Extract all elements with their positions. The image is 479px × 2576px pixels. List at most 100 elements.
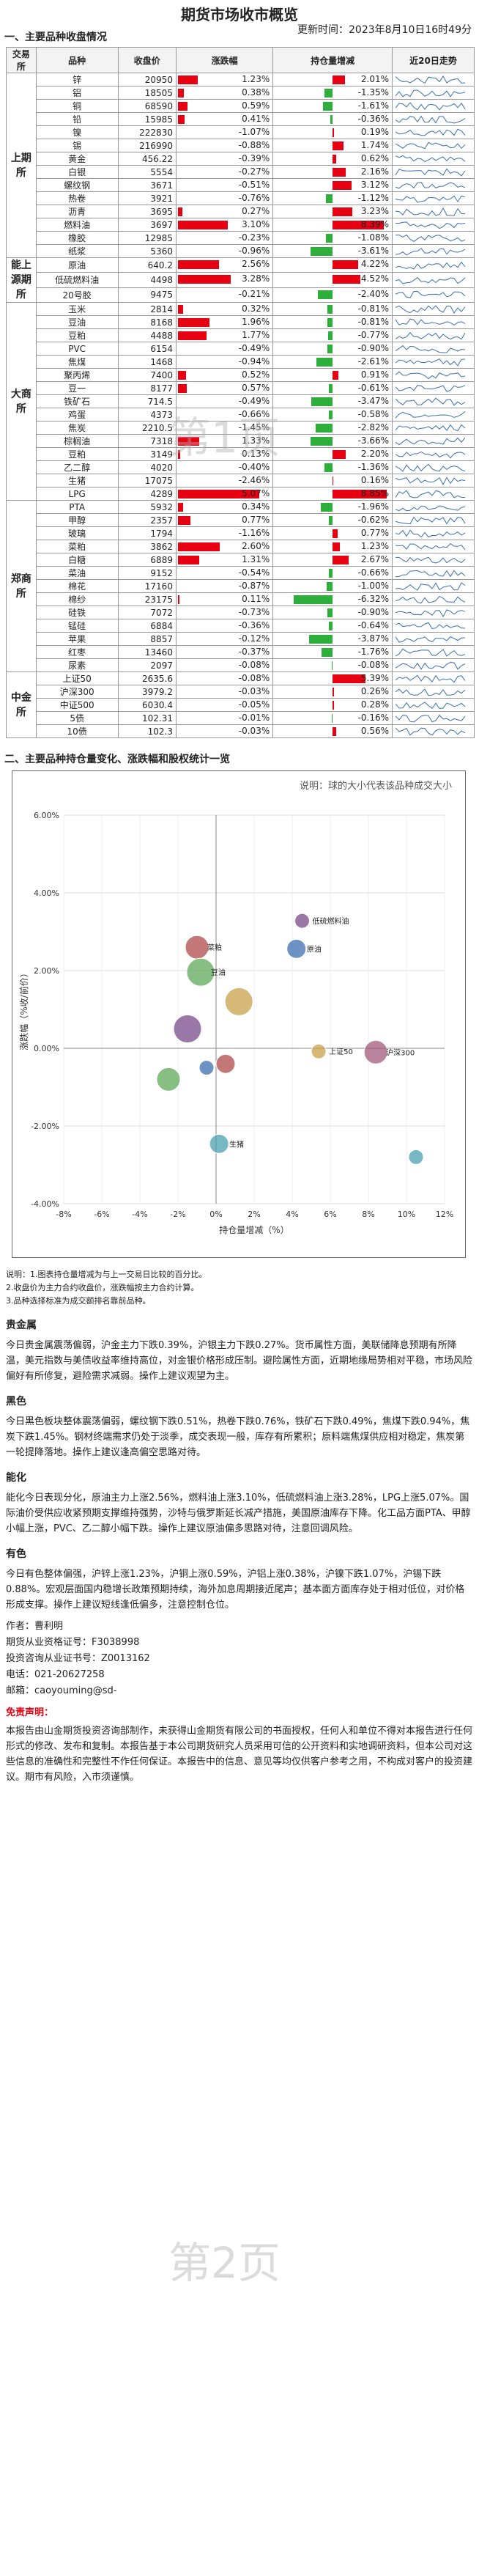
oi-value: -0.16% [357,713,390,723]
table-row: PVC 6154 -0.49% -0.90% [7,342,475,356]
trend-sparkline [392,139,475,152]
product-name: PVC [35,342,119,356]
table-row: LPG 4289 5.07% 8.85% [7,487,475,501]
trend-sparkline [392,513,475,527]
trend-sparkline [392,724,475,738]
point-label: 低硫燃料油 [313,916,349,926]
oi-value: -3.87% [357,633,390,644]
sparkline-path [396,622,466,629]
close-price: 2635.6 [117,671,177,685]
sparkline-path [396,89,466,97]
trend-sparkline [392,500,475,514]
trend-sparkline [392,553,475,567]
info-line: 电话：021-20627258 [6,1669,105,1680]
trend-sparkline [392,272,475,288]
product-name: 尿素 [35,658,119,672]
sparkline-path [396,234,466,242]
point-label: 原油 [307,944,322,954]
close-price: 7400 [117,368,177,382]
x-tick-label: -8% [56,1210,71,1219]
product-name: 白糖 [35,553,119,567]
table-row: 10债 102.3 -0.03% 0.56% [7,724,475,738]
oi-value: -0.90% [357,343,390,353]
oi-value: 1.74% [360,140,390,150]
table-row: 低硫燃料油 4498 3.28% 4.52% [7,272,475,288]
table-row: 硅铁 7072 -0.73% -0.90% [7,606,475,619]
oi-bar [311,397,333,406]
sparkline-path [396,221,466,229]
oi-cell: -1.36% [272,460,393,474]
sparkline-path [396,247,466,256]
oi-cell: -0.81% [272,302,393,316]
change-value: 3.28% [242,273,270,284]
close-price: 3921 [117,191,177,205]
close-price: 8177 [117,381,177,395]
table-row: 菜粕 3862 2.60% 1.23% [7,540,475,553]
table-row: 白银 5554 -0.27% 2.16% [7,165,475,179]
y-tick-label: -2.00% [31,1122,59,1131]
change-cell: 5.07% [175,487,274,501]
oi-cell: 2.20% [272,447,393,461]
y-tick-label: 0.00% [34,1044,59,1053]
oi-bar [310,437,333,446]
product-name: 豆粕 [35,328,119,342]
product-name: 聚丙烯 [35,368,119,382]
change-bar [177,450,180,459]
change-value: -0.73% [238,607,270,617]
scatter-point [224,987,253,1016]
change-cell: -2.46% [175,474,274,487]
sparkline-path [396,424,466,431]
close-price: 4373 [117,408,177,422]
close-price: 6030.4 [117,698,177,712]
oi-value: -0.36% [357,114,390,124]
change-value: 2.60% [242,541,270,551]
product-name: 红枣 [35,645,119,659]
close-price: 17075 [117,474,177,487]
close-price: 8857 [117,632,177,646]
x-tick-label: 12% [436,1210,453,1219]
oi-bar [333,556,349,564]
table-row: 5债 102.31 -0.01% -0.16% [7,711,475,725]
close-price: 3862 [117,540,177,553]
oi-bar [327,345,333,353]
change-cell: 2.56% [175,257,274,273]
product-name: 燃料油 [35,218,119,232]
sparkline-path [396,688,466,696]
oi-bar [315,424,333,433]
table-row: 锡 216990 -0.88% 1.74% [7,139,475,152]
oi-value: 0.26% [360,686,390,696]
product-name: 沪深300 [35,685,119,699]
table-row: 红枣 13460 -0.37% -1.76% [7,645,475,659]
oi-cell: 5.39% [272,671,393,685]
product-name: 原油 [35,257,119,273]
product-name: LPG [35,487,119,501]
sparkline-path [396,516,466,524]
y-axis-label: 涨跌幅（%收/前价） [18,968,29,1050]
oi-bar [331,714,333,723]
x-tick-label: 6% [324,1210,336,1219]
change-cell: 3.10% [175,218,274,232]
change-value: -0.23% [238,232,270,243]
oi-bar [333,542,341,551]
table-row: 尿素 2097 -0.08% -0.08% [7,658,475,672]
trend-sparkline [392,328,475,342]
product-name: 甲醇 [35,513,119,527]
change-cell: 0.32% [175,302,274,316]
x-tick-label: -2% [170,1210,185,1219]
oi-value: 0.28% [360,699,390,710]
table-row: 玻璃 1794 -1.16% 0.77% [7,526,475,540]
change-cell: 0.11% [175,592,274,606]
sparkline-path [396,556,466,564]
change-value: -0.27% [238,166,270,177]
oi-value: -0.81% [357,303,390,314]
sparkline-path [396,504,466,511]
change-cell: 1.33% [175,434,274,448]
change-cell: 2.60% [175,540,274,553]
trend-sparkline [392,231,475,245]
section-text: 今日黑色板块整体震荡偏弱，螺纹钢下跌0.51%，热卷下跌0.76%，铁矿石下跌0… [6,1416,470,1458]
trend-sparkline [392,112,475,126]
product-name: 镍 [35,125,119,139]
product-name: 玻璃 [35,526,119,540]
sparkline-path [396,714,466,722]
change-bar [177,331,207,340]
